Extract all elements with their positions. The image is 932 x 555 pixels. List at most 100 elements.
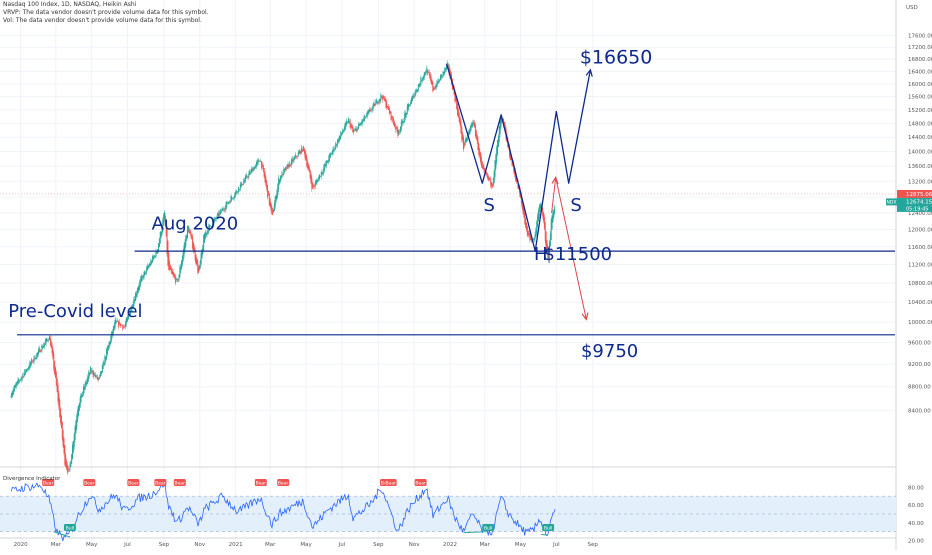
candle-body — [89, 372, 91, 376]
candle-body — [350, 124, 352, 128]
candle-body — [509, 150, 511, 160]
candle-body — [193, 246, 195, 253]
candle-body — [125, 319, 127, 326]
candle-body — [109, 341, 111, 345]
candle-body — [347, 118, 349, 123]
candle-body — [550, 219, 552, 240]
candle-body — [126, 317, 128, 323]
candle-body — [280, 176, 282, 179]
candle-body — [313, 185, 315, 187]
candle-body — [515, 175, 517, 182]
candle-body — [124, 323, 126, 327]
candle-body — [295, 154, 297, 158]
candle-body — [503, 121, 505, 129]
annotation-label: S — [570, 195, 581, 216]
projection-paths[interactable] — [445, 63, 593, 321]
candle-body — [15, 383, 17, 387]
candle-body — [544, 222, 546, 241]
candle-body — [330, 153, 332, 155]
candle-body — [39, 349, 41, 353]
candle-body — [251, 167, 253, 171]
candle-body — [57, 385, 59, 402]
candle-body — [320, 171, 322, 177]
candle-body — [129, 313, 131, 316]
candle-body — [382, 96, 384, 100]
candle-body — [390, 111, 392, 121]
candle-body — [196, 259, 198, 264]
candle-body — [439, 75, 441, 81]
candle-body — [324, 163, 326, 170]
candle-body — [132, 304, 134, 308]
candle-body — [370, 109, 372, 111]
candle-body — [538, 206, 540, 216]
candle-body — [374, 104, 376, 106]
candle-body — [548, 247, 550, 254]
candle-body — [83, 386, 85, 391]
candle-body — [82, 391, 84, 397]
candle-body — [76, 415, 78, 428]
candle-body — [331, 150, 333, 155]
candle-body — [52, 348, 54, 359]
candle-body — [265, 177, 267, 186]
candle-body — [59, 400, 61, 418]
time-tick-label: Nov — [194, 542, 205, 548]
candle-body — [474, 122, 476, 127]
candle-body — [112, 326, 114, 334]
annotation-label: $9750 — [581, 341, 638, 362]
candle-body — [343, 128, 345, 132]
bear-label-text: Bear — [175, 480, 186, 486]
candle-body — [233, 197, 235, 199]
candle-body — [51, 344, 53, 353]
candle-body — [263, 168, 265, 177]
candle-body — [99, 374, 101, 379]
candle-body — [294, 156, 296, 160]
candle-body — [405, 112, 407, 118]
candle-body — [464, 139, 466, 145]
candle-body — [273, 209, 275, 213]
candle-body — [255, 164, 257, 169]
price-tick-label: 16000.00 — [908, 82, 932, 88]
candle-body — [225, 204, 227, 210]
candle-body — [440, 74, 442, 78]
candle-body — [208, 225, 210, 233]
time-tick-label: May — [86, 542, 98, 548]
price-tick-label: 17200.00 — [908, 45, 932, 51]
candle-body — [416, 89, 418, 92]
candle-body — [302, 145, 304, 151]
candle-body — [504, 124, 506, 133]
candle-body — [400, 121, 402, 130]
candle-body — [326, 161, 328, 163]
candle-body — [140, 278, 142, 285]
candle-body — [23, 372, 25, 377]
candle-body — [405, 113, 407, 115]
price-candles[interactable] — [10, 60, 556, 476]
candle-body — [293, 157, 295, 161]
candle-body — [43, 343, 45, 347]
candle-body — [11, 392, 13, 397]
candle-body — [530, 237, 532, 240]
candle-body — [458, 112, 460, 122]
candle-body — [426, 67, 428, 73]
candle-body — [372, 103, 374, 109]
candle-body — [257, 159, 259, 163]
candle-body — [134, 299, 136, 303]
candle-body — [106, 347, 108, 354]
candle-body — [87, 375, 89, 382]
support-levels[interactable] — [0, 193, 896, 336]
price-tick-label: 14800.00 — [908, 121, 932, 127]
candle-body — [224, 208, 226, 210]
candle-body — [554, 207, 556, 214]
candle-body — [222, 209, 224, 211]
candle-body — [478, 143, 480, 155]
candle-body — [399, 131, 401, 133]
price-tick-label: 10000.00 — [908, 320, 932, 326]
candle-body — [198, 265, 200, 270]
candle-body — [158, 238, 160, 248]
candle-body — [445, 68, 447, 71]
candle-body — [61, 421, 63, 439]
candle-body — [113, 325, 115, 330]
candle-body — [356, 129, 358, 132]
candle-body — [457, 109, 459, 117]
candle-body — [147, 265, 149, 268]
candle-body — [420, 77, 422, 85]
